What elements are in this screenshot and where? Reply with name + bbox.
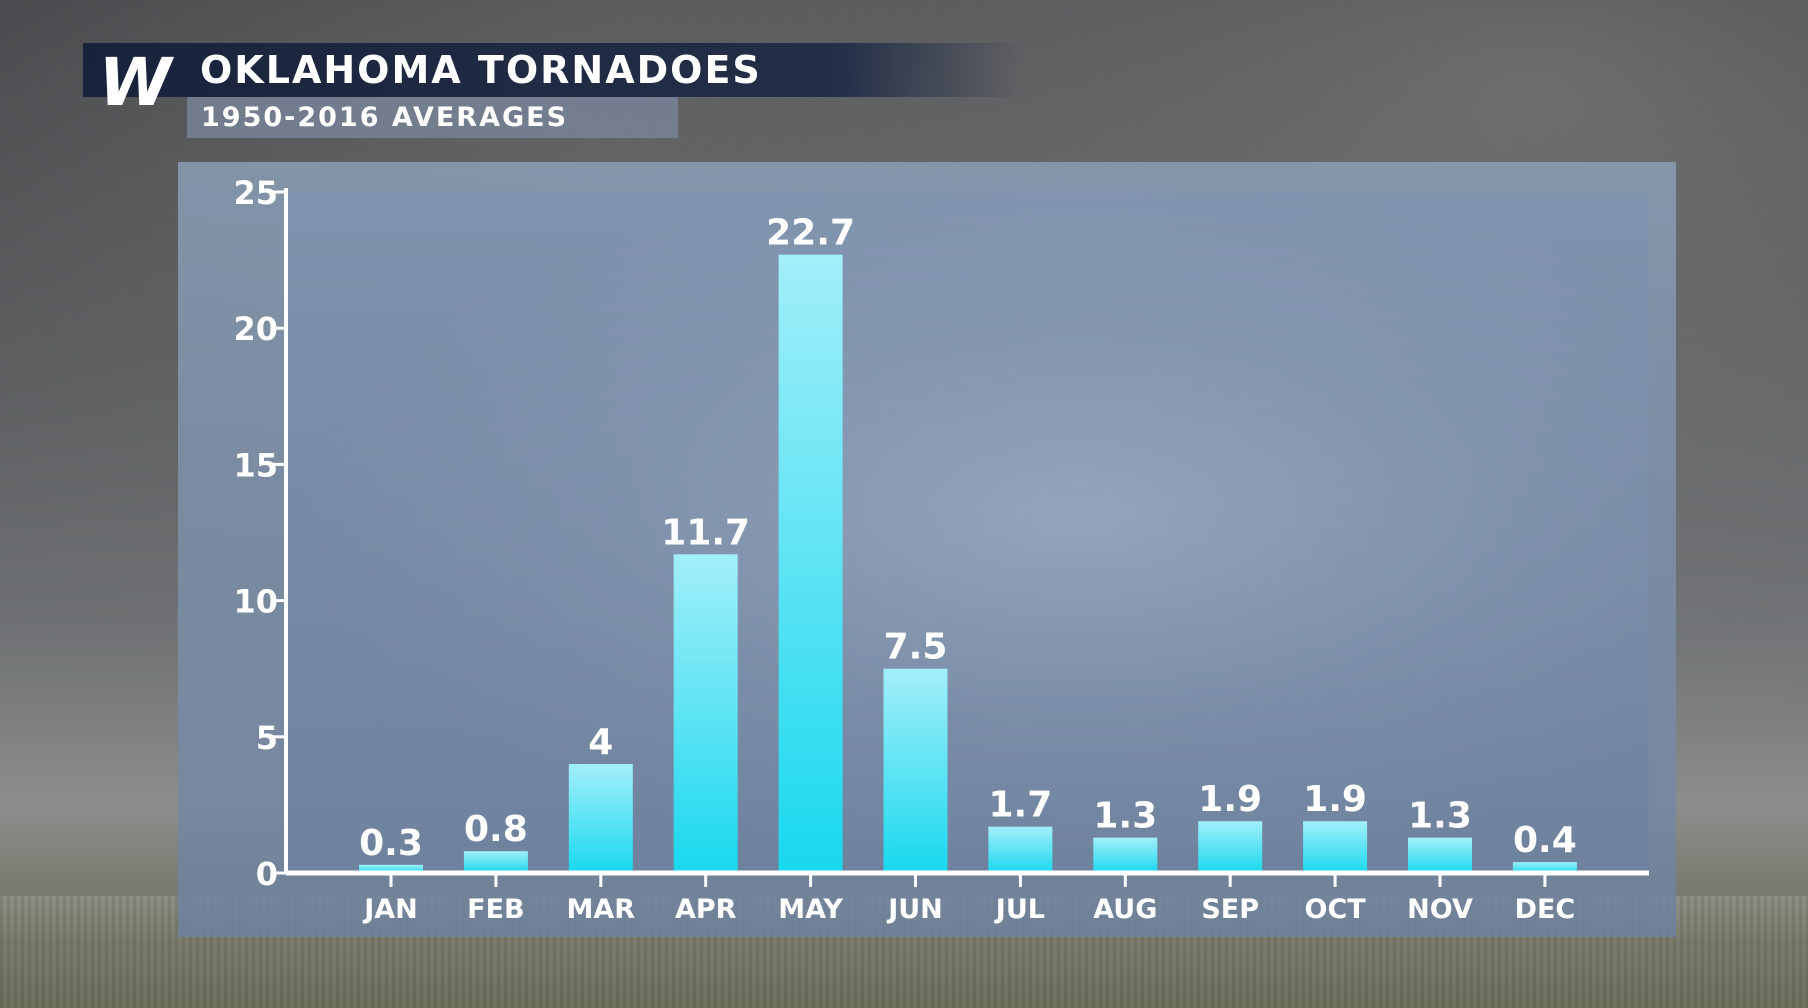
data-label-apr: 11.7: [661, 512, 750, 553]
bar-sep: [1198, 821, 1263, 873]
bar-feb: [463, 851, 528, 873]
bar-dec: [1512, 862, 1577, 873]
x-tick-label-jul: JUL: [994, 894, 1045, 925]
x-tick-label-sep: SEP: [1201, 894, 1259, 925]
x-tick-label-jun: JUN: [886, 894, 943, 925]
data-label-jul: 1.7: [989, 785, 1053, 826]
bar-apr: [673, 554, 738, 873]
bar-may: [778, 254, 843, 874]
bar-mar: [568, 764, 633, 873]
bar-jul: [988, 826, 1053, 873]
x-tick-label-nov: NOV: [1407, 894, 1473, 925]
data-label-aug: 1.3: [1093, 796, 1157, 837]
y-tick-label: 0: [256, 855, 278, 893]
title-bar: [83, 43, 1023, 97]
x-tick-label-aug: AUG: [1093, 894, 1157, 925]
y-tick-label: 15: [233, 446, 278, 484]
data-label-sep: 1.9: [1198, 779, 1262, 820]
bar-oct: [1303, 821, 1368, 873]
bar-jun: [883, 668, 948, 873]
subtitle-box: [187, 97, 678, 138]
x-tick-label-oct: OCT: [1305, 894, 1367, 925]
x-tick-label-mar: MAR: [567, 894, 636, 925]
data-label-mar: 4: [588, 722, 613, 763]
plot-area: [286, 192, 1649, 872]
y-axis: 0 5 10 15 20 25: [233, 174, 288, 893]
y-tick-label: 5: [256, 719, 278, 757]
x-tick-label-jan: JAN: [362, 894, 418, 925]
y-tick-label: 10: [233, 583, 278, 621]
bar-nov: [1408, 837, 1472, 873]
chart-subtitle: 1950-2016 AVERAGES: [201, 102, 569, 133]
y-tick-label: 25: [233, 174, 278, 212]
weather-network-logo: W: [83, 43, 187, 119]
bar-jan: [359, 864, 423, 873]
x-tick-label-dec: DEC: [1515, 894, 1576, 925]
chart-title: OKLAHOMA TORNADOES: [200, 48, 762, 92]
x-axis: JAN FEB MAR APR MAY JUN JUL AUG SEP OCT NOV DEC: [286, 870, 1649, 925]
data-label-nov: 1.3: [1408, 796, 1472, 837]
bar-aug: [1093, 837, 1158, 873]
x-tick-label-apr: APR: [675, 894, 737, 925]
bars-group: 0.3 0.8 4 11.7 22.7 7.5 1.7 1.3 1.9 1.9 1.3 0.4: [359, 213, 1577, 874]
data-label-may: 22.7: [766, 213, 855, 254]
svg-text:W: W: [99, 49, 175, 113]
w-logo-icon: W: [99, 49, 175, 113]
x-tick-label-may: MAY: [778, 894, 843, 925]
data-label-oct: 1.9: [1303, 779, 1367, 820]
data-label-jan: 0.3: [359, 823, 423, 864]
x-tick-label-feb: FEB: [467, 894, 524, 925]
data-label-feb: 0.8: [464, 809, 528, 850]
y-tick-label: 20: [233, 310, 278, 348]
data-label-dec: 0.4: [1513, 820, 1577, 861]
data-label-jun: 7.5: [884, 627, 948, 668]
